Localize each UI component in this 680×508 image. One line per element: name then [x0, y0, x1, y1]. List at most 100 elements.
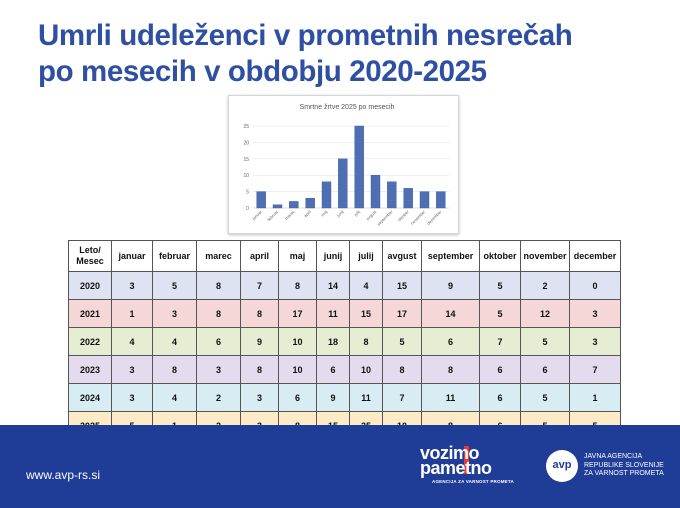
- table-cell: 12: [520, 299, 570, 328]
- table-cell: 15: [349, 299, 383, 328]
- table-cell: 3: [569, 327, 621, 356]
- table-row: 2024 3 4 2 3 6 9 11 7 11 6 5 1: [68, 383, 621, 412]
- table-cell: 3: [152, 299, 197, 328]
- table-cell: 9: [421, 271, 480, 300]
- column-header-julij: julij: [349, 240, 383, 272]
- table-row: 2022 4 4 6 9 10 18 8 5 6 7 5 3: [68, 327, 621, 356]
- table-cell: 3: [111, 383, 153, 412]
- row-year-cell: 2022: [68, 327, 112, 356]
- bar-april: [305, 197, 315, 209]
- y-tick-label: 10: [243, 173, 249, 179]
- slide-title-line1: Umrli udeleženci v prometnih nesrečah: [38, 19, 573, 52]
- column-header-junij: junij: [316, 240, 350, 272]
- table-row: 2021 1 3 8 8 17 11 15 17 14 5 12 3: [68, 299, 621, 328]
- avp-agency-name: JAVNA AGENCIJA REPUBLIKE SLOVENIJE ZA VA…: [584, 453, 664, 479]
- slide-title-line2: po mesecih v obdobju 2020-2025: [38, 55, 487, 88]
- table-cell: 0: [569, 271, 621, 300]
- table-corner-header: Leto/ Mesec: [68, 240, 112, 272]
- x-tick-label: januar: [250, 209, 263, 222]
- table-header-row: Leto/ Mesec januar februar marec april maj ju…: [68, 240, 621, 272]
- logo1-line2: pametno: [420, 458, 492, 478]
- table-cell: 5: [382, 327, 422, 356]
- bar-chart-svg: Smrtne žrtve 2025 po mesecih 0510152025 …: [243, 104, 449, 227]
- table-cell: 5: [479, 271, 521, 300]
- y-tick-label: 5: [246, 190, 249, 196]
- table-cell: 7: [569, 355, 621, 384]
- y-tick-label: 20: [243, 140, 249, 146]
- table-cell: 15: [382, 271, 422, 300]
- column-header-januar: januar: [111, 240, 153, 272]
- table-cell: 8: [421, 355, 480, 384]
- table-cell: 10: [278, 327, 317, 356]
- chart-grid: [253, 125, 449, 209]
- table-body: 2020 3 5 8 7 8 14 4 15 9 5 2 0 2021 1 3 8 8 17 11 15 17 14 5 12 3…: [68, 271, 621, 440]
- vozimo-pametno-logo: vozimo pametno AGENCIJA ZA VARNOST PROME…: [420, 444, 516, 488]
- table-cell: 9: [316, 383, 350, 412]
- avp-agency-logo: avp JAVNA AGENCIJA REPUBLIKE SLOVENIJE Z…: [546, 450, 671, 482]
- row-year-cell: 2024: [68, 383, 112, 412]
- table-cell: 3: [111, 355, 153, 384]
- website-link[interactable]: www.avp-rs.si: [26, 468, 101, 482]
- bar-avgust: [370, 174, 381, 209]
- bar-junij: [338, 158, 348, 209]
- column-header-avgust: avgust: [382, 240, 422, 272]
- table-cell: 6: [479, 355, 521, 384]
- chart-y-ticks: 0 5 10 15 20 25: [243, 124, 249, 212]
- table-cell: 8: [196, 271, 241, 300]
- table-cell: 8: [240, 299, 279, 328]
- bar-maj: [321, 181, 332, 209]
- table-cell: 6: [421, 327, 480, 356]
- x-tick-label: junij: [335, 209, 345, 219]
- bar-oktober: [403, 188, 413, 209]
- bar-marec: [289, 201, 299, 209]
- bar-februar: [272, 204, 283, 209]
- table-cell: 11: [421, 383, 480, 412]
- table-cell: 5: [520, 383, 570, 412]
- table-cell: 17: [382, 299, 422, 328]
- table-cell: 7: [240, 271, 279, 300]
- x-tick-label: julij: [352, 209, 361, 218]
- monthly-deaths-table: Leto/ Mesec januar februar marec april maj ju…: [68, 240, 621, 440]
- table-cell: 4: [111, 327, 153, 356]
- table-cell: 2: [520, 271, 570, 300]
- table-cell: 11: [349, 383, 383, 412]
- row-year-cell: 2021: [68, 299, 112, 328]
- table-cell: 8: [152, 355, 197, 384]
- table-cell: 6: [520, 355, 570, 384]
- bar-september: [387, 181, 397, 209]
- table-cell: 8: [349, 327, 383, 356]
- table-cell: 10: [278, 355, 317, 384]
- avp-circle-icon: avp: [546, 450, 578, 482]
- table-cell: 6: [278, 383, 317, 412]
- table-cell: 18: [316, 327, 350, 356]
- table-cell: 4: [152, 383, 197, 412]
- table-cell: 7: [382, 383, 422, 412]
- table-cell: 7: [479, 327, 521, 356]
- logo1-line1: vozimo: [420, 443, 480, 463]
- table-cell: 6: [479, 383, 521, 412]
- x-tick-label: februar: [266, 209, 279, 222]
- table-cell: 1: [111, 299, 153, 328]
- table-cell: 14: [421, 299, 480, 328]
- bar-januar: [256, 191, 266, 209]
- column-header-september: september: [421, 240, 480, 272]
- logo1-sub: AGENCIJA ZA VARNOST PROMETA: [432, 479, 514, 484]
- y-tick-label: 0: [246, 206, 249, 212]
- column-header-december: december: [569, 240, 621, 272]
- column-header-marec: marec: [196, 240, 241, 272]
- x-tick-label: november: [410, 209, 427, 226]
- table-cell: 5: [520, 327, 570, 356]
- table-cell: 3: [569, 299, 621, 328]
- table-cell: 3: [240, 383, 279, 412]
- bar-november: [419, 191, 430, 209]
- column-header-oktober: oktober: [479, 240, 521, 272]
- x-tick-label: maj: [320, 209, 328, 217]
- avp-mark: avp: [552, 459, 572, 471]
- x-tick-label: april: [303, 209, 312, 218]
- column-header-februar: februar: [152, 240, 197, 272]
- table-cell: 4: [152, 327, 197, 356]
- table-cell: 5: [152, 271, 197, 300]
- table-cell: 11: [316, 299, 350, 328]
- column-header-november: november: [520, 240, 570, 272]
- avp-line1: JAVNA AGENCIJA: [584, 453, 643, 460]
